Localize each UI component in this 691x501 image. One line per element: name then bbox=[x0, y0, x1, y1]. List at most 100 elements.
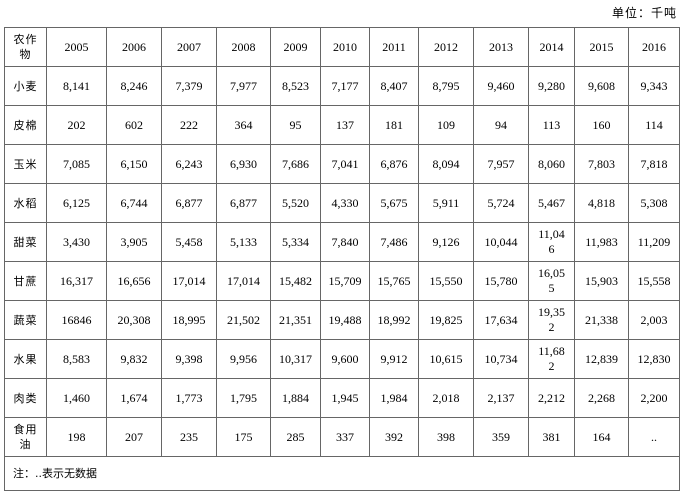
cell: 2,018 bbox=[418, 378, 474, 418]
cell: 1,674 bbox=[106, 378, 162, 418]
cell: 1,984 bbox=[369, 378, 419, 418]
cell: 5,334 bbox=[270, 222, 321, 262]
cell: 109 bbox=[418, 105, 474, 145]
cell: 9,912 bbox=[369, 339, 419, 379]
cell: 8,094 bbox=[418, 144, 474, 184]
cell: 181 bbox=[369, 105, 419, 145]
row-label: 食用油 bbox=[4, 417, 47, 457]
cell: 9,398 bbox=[161, 339, 217, 379]
cell: 392 bbox=[369, 417, 419, 457]
cell: 2,137 bbox=[473, 378, 529, 418]
cell: 21,338 bbox=[574, 300, 629, 340]
cell: 9,280 bbox=[528, 66, 575, 106]
cell: 4,330 bbox=[320, 183, 370, 223]
cell: 20,308 bbox=[106, 300, 162, 340]
cell: 8,060 bbox=[528, 144, 575, 184]
cell: 15,903 bbox=[574, 261, 629, 301]
cell: 1,795 bbox=[216, 378, 271, 418]
cell: 10,317 bbox=[270, 339, 321, 379]
data-row: 甘蔗 16,317 16,656 17,014 17,014 15,482 15,709 15… bbox=[4, 261, 680, 301]
cell: 9,608 bbox=[574, 66, 629, 106]
data-row: 皮棉 202 602 222 364 95 137 181 109 94 113 160 114 bbox=[4, 105, 680, 145]
cell: 2015 bbox=[574, 27, 629, 67]
cell: 2016 bbox=[628, 27, 680, 67]
data-row: 水果 8,583 9,832 9,398 9,956 10,317 9,600 9,912 10… bbox=[4, 339, 680, 379]
cell: 10,044 bbox=[473, 222, 529, 262]
cell: 8,141 bbox=[46, 66, 107, 106]
cell: 11,682 bbox=[528, 339, 575, 379]
cell: 114 bbox=[628, 105, 680, 145]
cell: 2008 bbox=[216, 27, 271, 67]
data-row: 小麦 8,141 8,246 7,379 7,977 8,523 7,177 8,407 8,7… bbox=[4, 66, 680, 106]
note: 注：..表示无数据 bbox=[4, 456, 680, 491]
cell: 8,246 bbox=[106, 66, 162, 106]
cell: 222 bbox=[161, 105, 217, 145]
cell: 94 bbox=[473, 105, 529, 145]
cell: 137 bbox=[320, 105, 370, 145]
cell: 2010 bbox=[320, 27, 370, 67]
cell: .. bbox=[628, 417, 680, 457]
row-label: 肉类 bbox=[4, 378, 47, 418]
cell: 7,803 bbox=[574, 144, 629, 184]
cell: 17,014 bbox=[216, 261, 271, 301]
data-row: 肉类 1,460 1,674 1,773 1,795 1,884 1,945 1,984 2,0… bbox=[4, 378, 680, 418]
row-label: 皮棉 bbox=[4, 105, 47, 145]
cell: 5,724 bbox=[473, 183, 529, 223]
cell: 5,911 bbox=[418, 183, 474, 223]
cell: 202 bbox=[46, 105, 107, 145]
cell: 10,734 bbox=[473, 339, 529, 379]
cell: 2012 bbox=[418, 27, 474, 67]
cell: 7,686 bbox=[270, 144, 321, 184]
cell: 7,085 bbox=[46, 144, 107, 184]
cell: 9,126 bbox=[418, 222, 474, 262]
cell: 8,523 bbox=[270, 66, 321, 106]
cell: 11,046 bbox=[528, 222, 575, 262]
cell: 7,177 bbox=[320, 66, 370, 106]
cell: 8,795 bbox=[418, 66, 474, 106]
cell: 7,840 bbox=[320, 222, 370, 262]
unit-label: 单位：千吨 bbox=[611, 6, 677, 20]
cell: 21,502 bbox=[216, 300, 271, 340]
cell: 11,983 bbox=[574, 222, 629, 262]
cell: 2009 bbox=[270, 27, 321, 67]
cell: 17,014 bbox=[161, 261, 217, 301]
cell: 18,992 bbox=[369, 300, 419, 340]
cell: 9,343 bbox=[628, 66, 680, 106]
cell: 15,482 bbox=[270, 261, 321, 301]
cell: 2014 bbox=[528, 27, 575, 67]
cell: 164 bbox=[574, 417, 629, 457]
cell: 7,818 bbox=[628, 144, 680, 184]
cell: 18,995 bbox=[161, 300, 217, 340]
cell: 2,212 bbox=[528, 378, 575, 418]
cell: 364 bbox=[216, 105, 271, 145]
data-row: 食用油 198 207 235 175 285 337 392 398 359 381 164.. bbox=[4, 417, 680, 457]
cell: 6,930 bbox=[216, 144, 271, 184]
cell: 6,125 bbox=[46, 183, 107, 223]
cell: 1,460 bbox=[46, 378, 107, 418]
cell: 5,675 bbox=[369, 183, 419, 223]
row-label: 农作物 bbox=[4, 27, 47, 67]
cell: 1,773 bbox=[161, 378, 217, 418]
cell: 2013 bbox=[473, 27, 529, 67]
note-row: 注：..表示无数据 bbox=[4, 456, 680, 491]
cell: 15,558 bbox=[628, 261, 680, 301]
cell: 21,351 bbox=[270, 300, 321, 340]
data-table: 农作物 2005 2006 2007 2008 2009 2010 2011 2012 2013 2… bbox=[4, 27, 680, 491]
cell: 235 bbox=[161, 417, 217, 457]
cell: 12,830 bbox=[628, 339, 680, 379]
cell: 6,150 bbox=[106, 144, 162, 184]
cell: 6,877 bbox=[161, 183, 217, 223]
row-label: 水果 bbox=[4, 339, 47, 379]
cell: 5,467 bbox=[528, 183, 575, 223]
cell: 16,656 bbox=[106, 261, 162, 301]
data-row: 蔬菜 16846 20,308 18,995 21,502 21,351 19,488 18,… bbox=[4, 300, 680, 340]
cell: 113 bbox=[528, 105, 575, 145]
cell: 7,041 bbox=[320, 144, 370, 184]
row-label: 蔬菜 bbox=[4, 300, 47, 340]
cell: 95 bbox=[270, 105, 321, 145]
cell: 16846 bbox=[46, 300, 107, 340]
cell: 2,200 bbox=[628, 378, 680, 418]
cell: 6,744 bbox=[106, 183, 162, 223]
header-row: 农作物 2005 2006 2007 2008 2009 2010 2011 2012 2013 2… bbox=[4, 27, 680, 67]
